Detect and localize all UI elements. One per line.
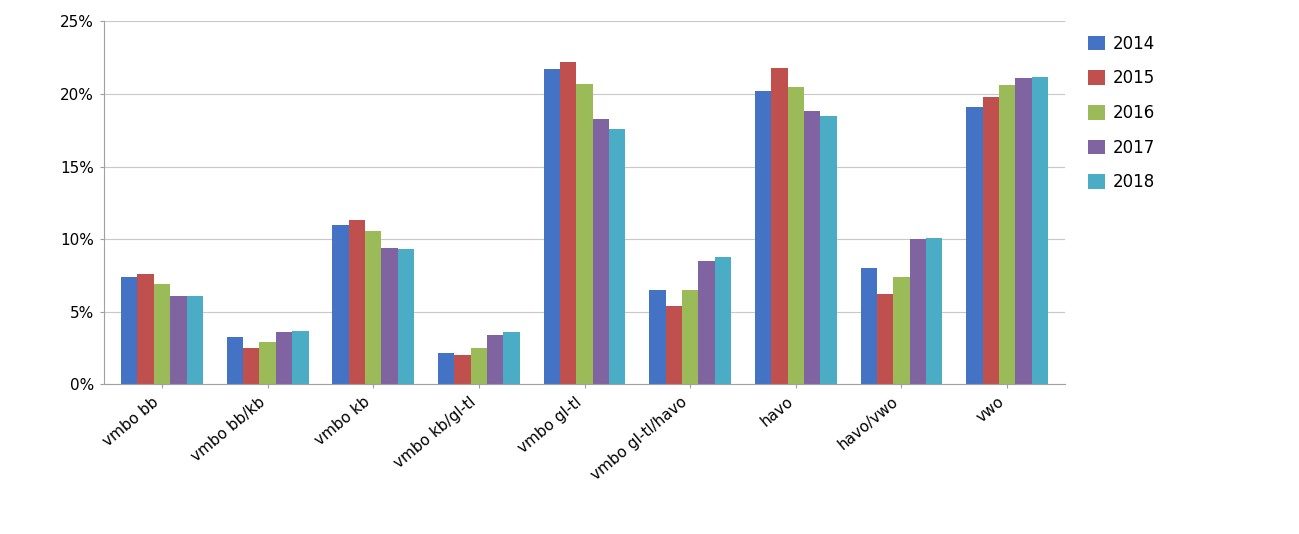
Bar	[170, 296, 187, 384]
Bar	[772, 68, 787, 384]
Bar	[560, 62, 577, 384]
Bar	[121, 277, 138, 384]
Bar	[455, 356, 470, 384]
Bar	[650, 290, 665, 384]
Bar	[577, 84, 592, 384]
Bar	[187, 296, 203, 384]
Bar	[877, 294, 894, 384]
Bar	[682, 290, 699, 384]
Bar	[860, 268, 877, 384]
Bar	[333, 225, 348, 384]
Bar	[487, 335, 504, 384]
Bar	[504, 332, 520, 384]
Bar	[382, 248, 397, 384]
Bar	[926, 238, 942, 384]
Bar	[543, 69, 560, 384]
Bar	[966, 107, 982, 384]
Bar	[1031, 76, 1048, 384]
Bar	[275, 332, 292, 384]
Bar	[755, 91, 772, 384]
Bar	[787, 87, 804, 384]
Bar	[609, 129, 626, 384]
Bar	[714, 257, 731, 384]
Bar	[138, 274, 153, 384]
Bar	[243, 348, 260, 384]
Bar	[804, 112, 821, 384]
Legend: 2014, 2015, 2016, 2017, 2018: 2014, 2015, 2016, 2017, 2018	[1083, 30, 1160, 197]
Bar	[1016, 78, 1031, 384]
Bar	[153, 284, 170, 384]
Bar	[470, 348, 487, 384]
Bar	[438, 352, 455, 384]
Bar	[999, 85, 1016, 384]
Bar	[365, 231, 382, 384]
Bar	[909, 239, 926, 384]
Bar	[821, 116, 837, 384]
Bar	[982, 97, 999, 384]
Bar	[260, 342, 275, 384]
Bar	[227, 336, 243, 384]
Bar	[665, 306, 682, 384]
Bar	[348, 221, 365, 384]
Bar	[592, 119, 609, 384]
Bar	[699, 261, 714, 384]
Bar	[292, 331, 309, 384]
Bar	[894, 277, 909, 384]
Bar	[397, 249, 414, 384]
